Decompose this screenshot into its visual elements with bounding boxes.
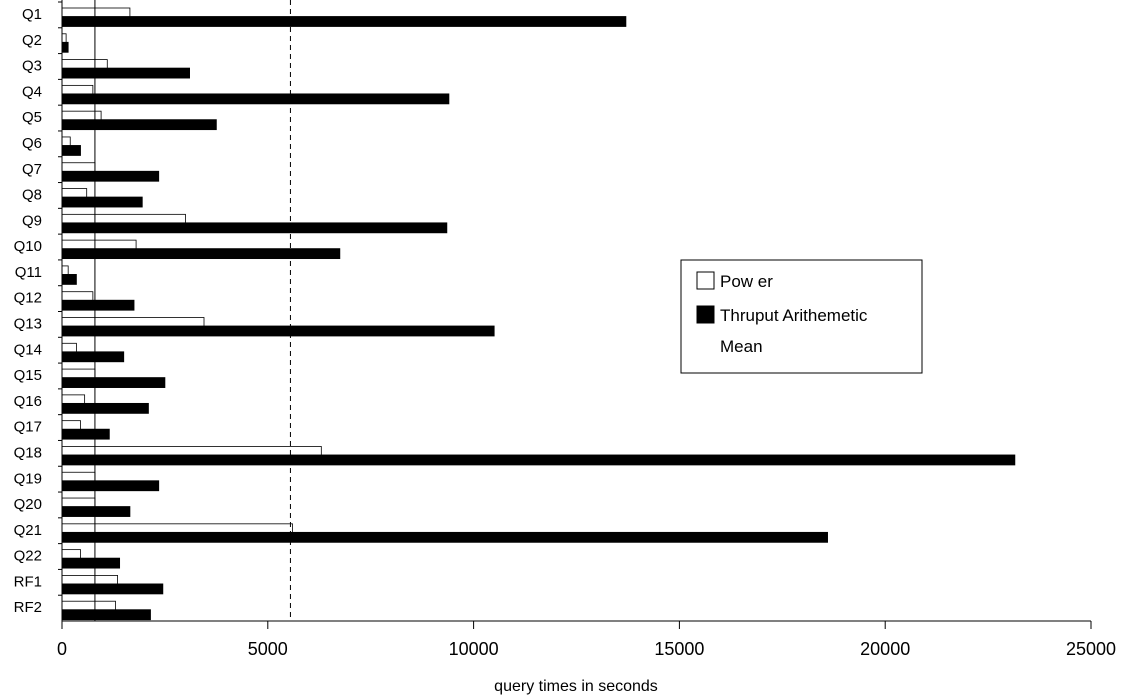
legend-label-power: Pow er [720, 272, 773, 291]
x-tick-label: 5000 [248, 639, 288, 659]
category-label: Q21 [14, 522, 42, 539]
bar-power [61, 291, 94, 302]
bar-thruput [61, 583, 164, 595]
category-label: RF1 [14, 573, 42, 590]
x-tick-label: 15000 [654, 639, 704, 659]
plot-area: Q1 Q2 Q3 Q4 Q5 Q6 Q7 Q8 Q9 Q10 Q11 Q12 Q13 Q14 Q15 Q16 Q… [14, 0, 1116, 659]
bar-power [61, 136, 71, 147]
bar-power [61, 446, 322, 456]
bar-thruput [61, 170, 160, 182]
bar-thruput [61, 609, 151, 621]
category-label: Q14 [14, 341, 42, 358]
bar-power [61, 575, 118, 585]
bar-thruput [61, 506, 131, 517]
category-label: Q17 [14, 419, 42, 436]
bar-thruput [61, 67, 190, 79]
bar-power [61, 600, 116, 611]
category-label: Q22 [14, 548, 42, 565]
legend-label-thruput-line2: Mean [720, 337, 763, 356]
bar-power [61, 33, 67, 44]
x-tick-label: 20000 [860, 639, 910, 659]
bar-power [61, 394, 86, 405]
category-label: Q15 [14, 367, 42, 384]
bar-power [61, 342, 77, 353]
bar-power [61, 188, 88, 198]
bar-thruput [61, 402, 149, 414]
bar-thruput [61, 428, 110, 440]
bar-thruput [61, 274, 77, 285]
bar-thruput [61, 557, 121, 569]
category-label: Q4 [22, 83, 42, 100]
bar-power [61, 317, 205, 327]
x-tick-label: 25000 [1066, 639, 1116, 659]
bar-power [61, 162, 96, 173]
bar-thruput [61, 16, 627, 27]
bar-thruput [61, 196, 143, 208]
category-label: Q9 [22, 212, 42, 229]
bar-thruput [61, 41, 69, 53]
category-label: Q7 [22, 161, 42, 178]
category-label: Q10 [14, 238, 42, 255]
bar-thruput [61, 454, 1016, 466]
category-label: Q18 [14, 444, 42, 461]
bar-thruput [61, 531, 828, 543]
category-label: Q3 [22, 58, 42, 75]
legend: Pow er Thruput Arithemetic Mean [680, 259, 923, 374]
bar-thruput [61, 248, 341, 260]
bar-power [61, 213, 186, 224]
category-label: Q1 [22, 6, 42, 23]
category-label: Q11 [15, 264, 42, 281]
bar-power [61, 84, 94, 95]
bar-thruput [61, 325, 495, 337]
category-label: Q13 [14, 316, 42, 333]
bar-power [61, 7, 131, 18]
legend-swatch-thruput [696, 305, 715, 324]
legend-swatch-power [696, 271, 715, 290]
category-label: Q20 [14, 496, 42, 513]
category-label: Q19 [14, 470, 42, 487]
bar-thruput [61, 299, 135, 311]
category-label: Q8 [22, 187, 42, 204]
x-tick-label: 0 [57, 639, 67, 659]
bar-thruput [61, 93, 450, 105]
x-axis-label: query times in seconds [494, 678, 658, 695]
category-label: RF2 [14, 599, 42, 616]
bar-power [61, 239, 137, 250]
legend-label-thruput-line1: Thruput Arithemetic [720, 306, 868, 325]
bar-power [61, 420, 81, 431]
bar-power [61, 265, 69, 276]
bar-power [61, 59, 108, 69]
bar-thruput [61, 145, 81, 156]
category-label: Q5 [22, 109, 42, 126]
category-label: Q2 [22, 32, 42, 49]
bar-power [61, 523, 293, 534]
category-label: Q16 [14, 393, 42, 410]
bar-thruput [61, 377, 166, 388]
bar-thruput [61, 119, 217, 131]
bar-thruput [61, 480, 160, 492]
bar-power [61, 368, 96, 379]
bar-thruput [61, 351, 125, 363]
category-label: Q6 [22, 135, 42, 152]
bar-power [61, 471, 96, 482]
x-tick-label: 10000 [449, 639, 499, 659]
bar-power [61, 497, 96, 508]
bar-power [61, 549, 81, 560]
legend-box [680, 259, 923, 374]
bar-thruput [61, 222, 448, 234]
category-label: Q12 [14, 290, 42, 307]
